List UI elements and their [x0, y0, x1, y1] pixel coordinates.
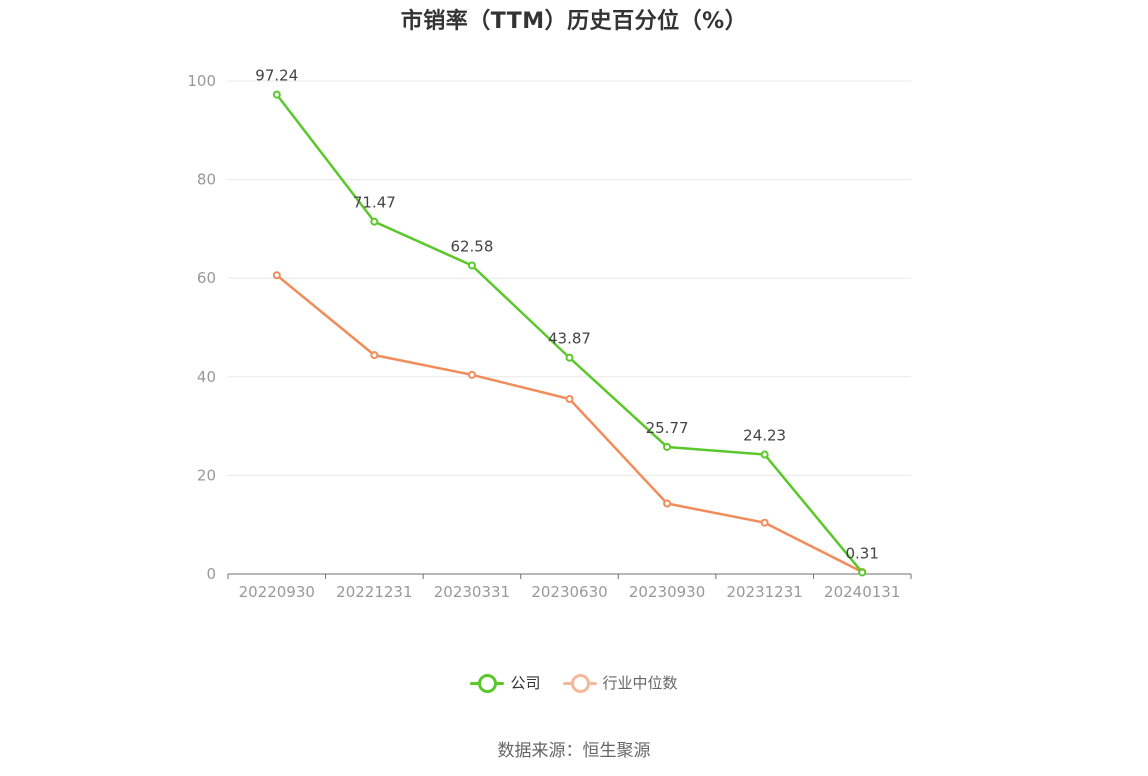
data-point-company[interactable]: [663, 442, 672, 451]
legend-item-company[interactable]: 公司: [470, 672, 541, 693]
data-point-industry[interactable]: [565, 394, 574, 403]
y-axis: 0 20 40 60 80 100: [187, 72, 216, 583]
data-source: 数据来源：恒生聚源: [497, 741, 651, 761]
x-tick-label: 20230331: [434, 583, 510, 601]
y-tick-label: 0: [206, 565, 216, 583]
x-tick-label: 20231231: [726, 583, 802, 601]
legend-marker-company: [470, 673, 505, 693]
data-point-industry[interactable]: [370, 351, 379, 360]
data-point-company[interactable]: [467, 261, 476, 270]
y-tick-label: 60: [197, 269, 216, 287]
y-tick-label: 100: [187, 72, 216, 90]
data-point-industry[interactable]: [760, 518, 769, 527]
y-tick-label: 40: [197, 368, 216, 386]
data-label: 0.31: [846, 544, 879, 562]
x-tick-label: 20230930: [629, 583, 705, 601]
data-label: 24.23: [743, 427, 786, 445]
data-point-industry[interactable]: [663, 499, 672, 508]
x-axis: 20220930 20221231 20230331 20230630 20230930…: [227, 573, 912, 601]
legend-item-industry[interactable]: 行业中位数: [562, 672, 678, 693]
data-labels: 97.24 71.47 62.58 43.87 25.77 24.23 0.31: [255, 67, 879, 563]
x-tick-label: 20230630: [531, 583, 607, 601]
data-label: 43.87: [548, 330, 591, 348]
data-point-company[interactable]: [370, 217, 379, 226]
data-label: 97.24: [255, 67, 298, 85]
legend-label-industry: 行业中位数: [602, 674, 678, 692]
series-layer: [272, 90, 867, 577]
x-tick-label: 20221231: [336, 583, 412, 601]
x-tick-label: 20220930: [239, 583, 315, 601]
data-point-company[interactable]: [272, 90, 281, 99]
legend-marker-industry: [562, 673, 597, 693]
data-label: 25.77: [646, 419, 689, 437]
series-line-industry: [275, 274, 863, 574]
x-tick-label: 20240131: [824, 583, 900, 601]
data-point-company[interactable]: [858, 568, 867, 577]
y-tick-label: 20: [197, 466, 216, 484]
chart-title: 市销率（TTM）历史百分位（%）: [400, 9, 748, 34]
data-point-industry[interactable]: [272, 271, 281, 280]
data-point-company[interactable]: [760, 450, 769, 459]
data-point-company[interactable]: [565, 353, 574, 362]
legend: 公司 行业中位数: [0, 672, 1148, 693]
y-tick-label: 80: [197, 171, 216, 189]
data-label: 71.47: [353, 194, 396, 212]
grid-lines: [228, 80, 911, 476]
data-label: 62.58: [450, 237, 493, 255]
legend-label-company: 公司: [510, 674, 541, 692]
data-point-industry[interactable]: [467, 370, 476, 379]
